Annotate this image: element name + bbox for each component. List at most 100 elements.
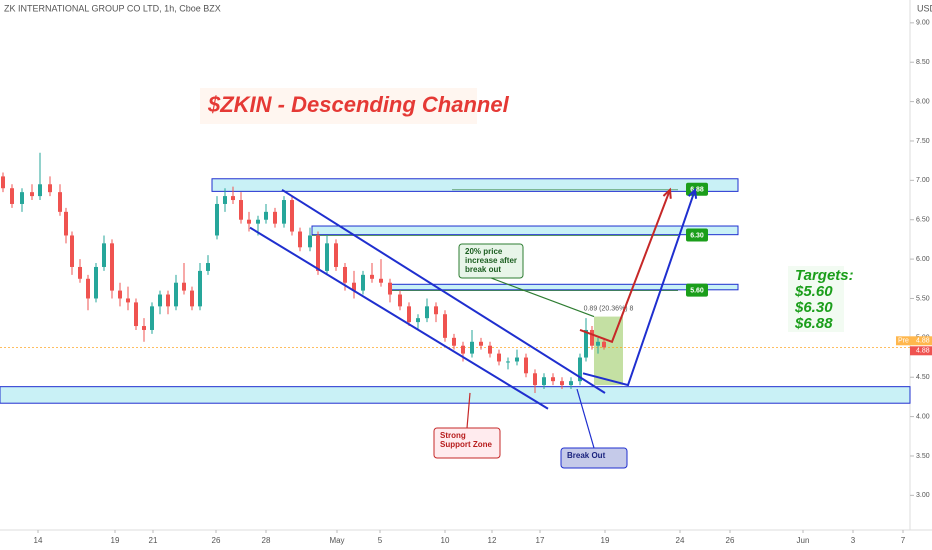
candle-body bbox=[64, 211, 68, 236]
candle-body bbox=[370, 274, 374, 279]
candle-body bbox=[506, 361, 510, 363]
candle-body bbox=[190, 290, 194, 307]
targets-line: $6.30 bbox=[794, 299, 833, 316]
candle-body bbox=[215, 203, 219, 236]
candle-body bbox=[142, 326, 146, 330]
y-tick-label: 6.00 bbox=[916, 256, 930, 263]
premarket-name: Pre bbox=[898, 338, 909, 345]
targets-line: $6.88 bbox=[794, 315, 833, 332]
candle-body bbox=[86, 278, 90, 299]
candle-body bbox=[256, 219, 260, 224]
candle-body bbox=[134, 302, 138, 327]
candle-body bbox=[30, 192, 34, 197]
candle-body bbox=[434, 306, 438, 315]
measure-label: 0.89 (20.36%) 8 bbox=[584, 305, 634, 312]
y-tick-label: 3.50 bbox=[916, 453, 930, 460]
arrow-head bbox=[662, 187, 672, 199]
callout-text: 20% price bbox=[465, 247, 503, 256]
candle-body bbox=[182, 282, 186, 291]
candle-body bbox=[264, 211, 268, 220]
candle-body bbox=[58, 192, 62, 212]
candle-body bbox=[308, 235, 312, 248]
last-price-box bbox=[910, 346, 932, 356]
candle-body bbox=[560, 381, 564, 386]
callout-pointer bbox=[576, 388, 595, 449]
x-tick-label: 5 bbox=[378, 536, 383, 545]
candle-body bbox=[590, 329, 594, 346]
marks: 3.003.504.004.505.005.506.006.507.007.50… bbox=[0, 20, 932, 545]
candle-body bbox=[206, 263, 210, 271]
target-zone bbox=[389, 283, 739, 291]
y-tick-label: 3.00 bbox=[916, 492, 930, 499]
chart-title: $ZKIN - Descending Channel bbox=[207, 92, 510, 117]
candle-body bbox=[282, 200, 286, 224]
y-tick-label: 5.50 bbox=[916, 295, 930, 302]
y-tick-label: 8.00 bbox=[916, 98, 930, 105]
candle-body bbox=[70, 235, 74, 267]
candle-body bbox=[273, 211, 277, 224]
x-tick-label: 14 bbox=[34, 536, 43, 545]
y-tick-label: 6.50 bbox=[916, 217, 930, 224]
callout-text: break out bbox=[465, 265, 501, 274]
candle-body bbox=[602, 341, 606, 348]
target-label: 5.60 bbox=[690, 287, 704, 294]
callout-box bbox=[458, 243, 524, 279]
candle-body bbox=[452, 337, 456, 346]
target-label-box bbox=[686, 283, 708, 297]
targets-line: Targets: bbox=[795, 267, 854, 284]
target-zone bbox=[311, 225, 739, 236]
y-tick-label: 4.00 bbox=[916, 413, 930, 420]
arrow bbox=[579, 189, 671, 344]
channel-line bbox=[249, 226, 549, 410]
x-tick-label: 24 bbox=[676, 536, 685, 545]
candle-body bbox=[290, 200, 294, 232]
candle-body bbox=[325, 243, 329, 271]
candle-body bbox=[239, 200, 243, 220]
candle-body bbox=[533, 373, 537, 386]
x-tick-label: 19 bbox=[601, 536, 610, 545]
target-label-box bbox=[686, 228, 708, 242]
y-tick-label: 7.50 bbox=[916, 138, 930, 145]
candle-body bbox=[388, 282, 392, 295]
arrow bbox=[582, 189, 696, 387]
candle-body bbox=[1, 176, 5, 189]
x-tick-label: 21 bbox=[149, 536, 158, 545]
candle-body bbox=[497, 353, 501, 362]
candle-body bbox=[48, 184, 52, 193]
candle-body bbox=[488, 345, 492, 354]
candle-body bbox=[94, 266, 98, 299]
candle-body bbox=[78, 266, 82, 279]
candle-body bbox=[343, 266, 347, 283]
premarket-label: 4.88 bbox=[916, 338, 930, 345]
targets: Targets:$5.60$6.30$6.88 bbox=[794, 267, 854, 332]
symbol: ZK INTERNATIONAL GROUP CO LTD, 1h, Cboe … bbox=[4, 3, 221, 13]
arrow-head bbox=[687, 187, 698, 199]
callout-text: Break Out bbox=[567, 451, 606, 460]
candle-body bbox=[470, 341, 474, 354]
candle-body bbox=[398, 294, 402, 307]
candle-body bbox=[334, 243, 338, 267]
target-label: 6.88 bbox=[690, 187, 704, 194]
callout-text: increase after bbox=[465, 256, 517, 265]
candle-body bbox=[158, 294, 162, 307]
candle-body bbox=[407, 306, 411, 323]
candle-body bbox=[10, 188, 14, 204]
support-zone bbox=[0, 386, 911, 404]
callout-box bbox=[560, 447, 628, 469]
candle-body bbox=[198, 270, 202, 307]
y-tick-label: 8.50 bbox=[916, 59, 930, 66]
candle-body bbox=[20, 192, 24, 204]
candle-body bbox=[316, 235, 320, 271]
candle-body bbox=[515, 357, 519, 362]
targets-line: $5.60 bbox=[794, 283, 833, 300]
y-tick-label: 9.00 bbox=[916, 20, 930, 27]
x-tick-label: 28 bbox=[262, 536, 271, 545]
candle-body bbox=[578, 357, 582, 382]
channel-line bbox=[281, 188, 606, 394]
premarket-box bbox=[896, 336, 932, 346]
x-tick-label: 26 bbox=[726, 536, 735, 545]
candle-body bbox=[110, 243, 114, 291]
callout-text: Support Zone bbox=[440, 440, 493, 449]
x-tick-label: 19 bbox=[111, 536, 120, 545]
